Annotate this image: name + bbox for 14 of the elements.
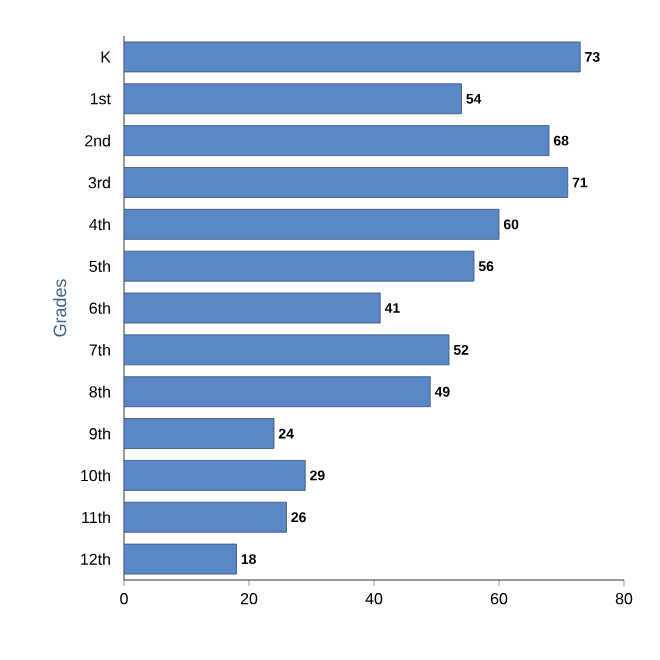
bar — [124, 501, 287, 533]
bar — [124, 418, 275, 449]
y-axis-title: Grades — [53, 279, 67, 337]
bar — [124, 167, 569, 198]
bar — [124, 292, 381, 324]
bar — [124, 208, 500, 240]
bar — [124, 250, 475, 282]
bar — [124, 459, 306, 491]
bar — [124, 125, 550, 157]
bar — [124, 376, 431, 408]
bar — [124, 83, 462, 115]
bar — [124, 41, 581, 73]
bar — [124, 334, 450, 366]
bar — [124, 543, 237, 575]
